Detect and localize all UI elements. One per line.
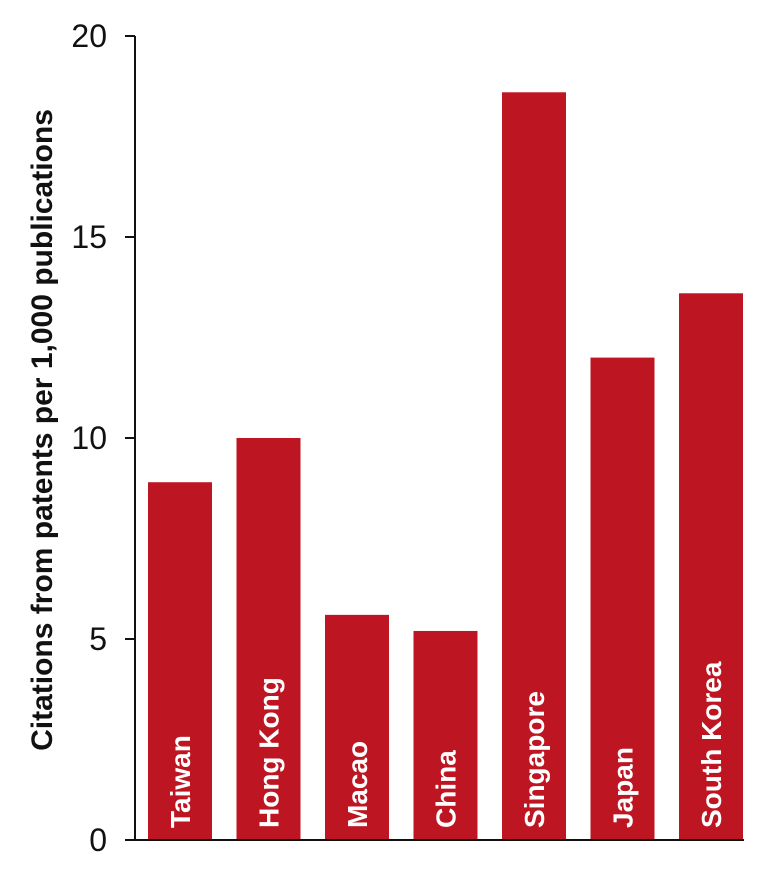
y-axis: 0 5 10 15 20 <box>71 18 136 858</box>
y-tick-label: 10 <box>71 420 107 456</box>
y-tick-label: 0 <box>89 822 107 858</box>
bar-label-macao: Macao <box>342 741 373 828</box>
bar-japan <box>590 357 655 840</box>
bar-singapore <box>502 92 566 840</box>
y-tick-label: 20 <box>71 18 107 54</box>
bar-label-taiwan: Taiwan <box>165 735 196 828</box>
bar-hong-kong <box>236 438 301 840</box>
y-tick-label: 5 <box>89 621 107 657</box>
bars-group: Taiwan Hong Kong Macao China Singapore Japan S… <box>148 92 743 840</box>
bar-south-korea <box>679 293 743 840</box>
bar-taiwan <box>148 482 212 840</box>
bar-label-china: China <box>431 750 462 828</box>
y-axis-label: Citations from patents per 1,000 publica… <box>26 109 59 751</box>
bar-label-south-korea: South Korea <box>696 661 727 828</box>
bar-label-japan: Japan <box>608 747 639 828</box>
bar-label-singapore: Singapore <box>519 691 550 828</box>
bar-label-hong-kong: Hong Kong <box>254 677 285 828</box>
y-tick-label: 15 <box>71 219 107 255</box>
bar-macao <box>325 614 389 840</box>
bar-china <box>413 630 478 840</box>
